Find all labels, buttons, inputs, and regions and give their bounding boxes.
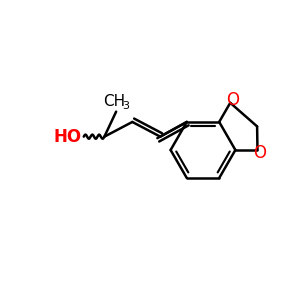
Text: CH: CH [103,94,125,109]
Text: 3: 3 [123,101,130,111]
Text: O: O [253,144,266,162]
Text: O: O [226,91,239,109]
Text: HO: HO [53,128,81,146]
